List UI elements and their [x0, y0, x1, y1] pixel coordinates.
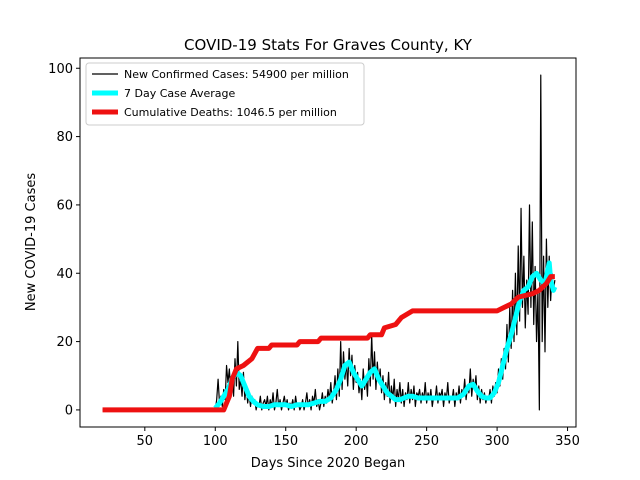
axes-border: [79, 57, 577, 428]
x-tick-label: 100: [203, 434, 228, 449]
x-tick-label: 50: [137, 434, 154, 449]
y-tick-label: 80: [56, 130, 73, 145]
legend-label-3: Cumulative Deaths: 1046.5 per million: [124, 106, 337, 119]
y-axis-ticks: 0 20 40 60 80 100: [48, 62, 80, 418]
x-tick-label: 250: [414, 434, 439, 449]
x-axis-ticks: 50 100 150 200 250 300 350: [137, 427, 580, 449]
legend-box: [85, 62, 365, 126]
y-tick-label: 20: [56, 335, 73, 350]
chart-title: COVID-19 Stats For Graves County, KY: [184, 36, 473, 54]
x-tick-label: 200: [344, 434, 369, 449]
y-tick-label: 40: [56, 267, 73, 282]
series-layer: [102, 74, 558, 413]
y-tick-label: 0: [65, 403, 73, 418]
x-tick-label: 300: [485, 434, 510, 449]
legend-label-1: New Confirmed Cases: 54900 per million: [124, 68, 349, 81]
y-tick-label: 100: [48, 62, 73, 77]
y-tick-label: 60: [56, 198, 73, 213]
legend: New Confirmed Cases: 54900 per million 7 …: [85, 62, 365, 126]
x-tick-label: 150: [273, 434, 298, 449]
series-line-3: [102, 274, 555, 413]
x-tick-label: 350: [555, 434, 580, 449]
x-axis-label: Days Since 2020 Began: [251, 456, 406, 471]
legend-label-2: 7 Day Case Average: [124, 87, 236, 100]
series-line-2: [213, 260, 558, 410]
legend-entries: New Confirmed Cases: 54900 per million 7 …: [92, 68, 349, 119]
y-axis-label: New COVID-19 Cases: [24, 173, 39, 311]
